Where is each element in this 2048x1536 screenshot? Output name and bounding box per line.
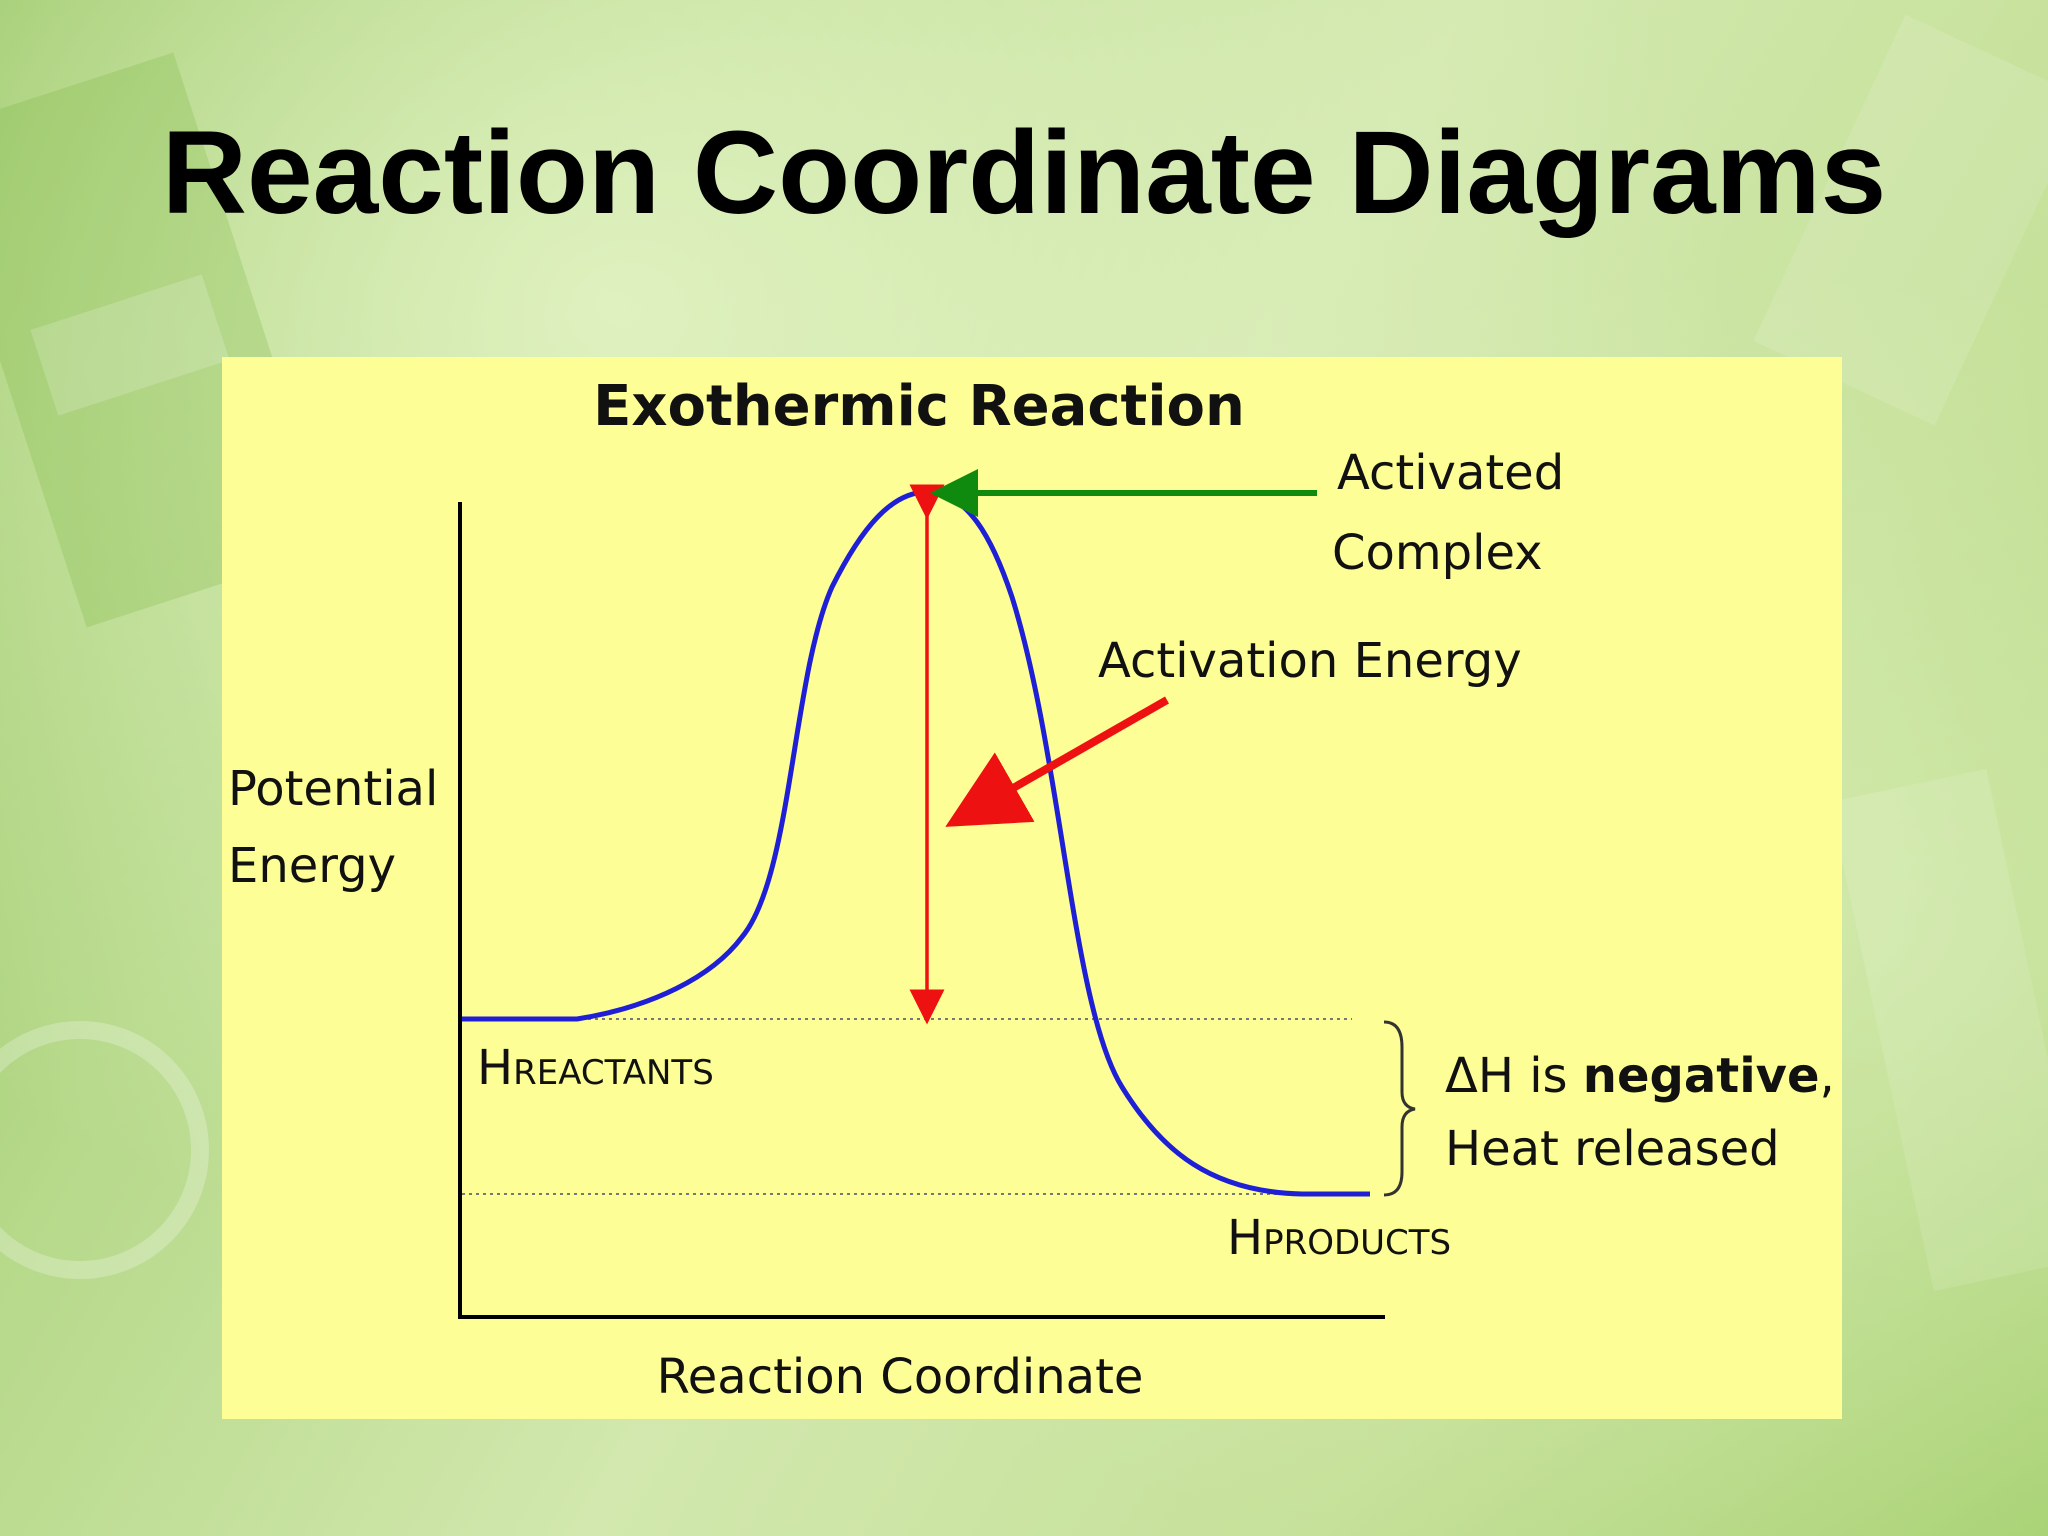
reaction-diagram: Exothermic Reaction Activated Complex Ac… bbox=[228, 374, 1835, 1405]
delta-h-brace bbox=[1383, 1020, 1416, 1197]
y-axis-label-line2: Energy bbox=[228, 838, 396, 894]
h-products-subscript: PRODUCTS bbox=[1263, 1223, 1451, 1263]
h-reactants-label: HREACTANTS bbox=[477, 1040, 714, 1096]
delta-h-negative: negative bbox=[1583, 1048, 1820, 1104]
y-axis-label-line1: Potential bbox=[228, 761, 438, 817]
h-reactants-main: H bbox=[477, 1040, 513, 1096]
h-products-main: H bbox=[1227, 1210, 1263, 1266]
x-axis-label: Reaction Coordinate bbox=[657, 1349, 1144, 1405]
delta-h-suffix: , bbox=[1820, 1048, 1835, 1104]
h-products-label: HPRODUCTS bbox=[1227, 1210, 1451, 1266]
activated-complex-label-line1: Activated bbox=[1337, 445, 1564, 501]
delta-h-line2: Heat released bbox=[1445, 1121, 1780, 1177]
diagram-title: Exothermic Reaction bbox=[593, 374, 1245, 439]
activated-complex-label-line2: Complex bbox=[1332, 525, 1543, 581]
delta-h-line1: ΔH is negative, bbox=[1445, 1048, 1835, 1104]
diagram-panel: Exothermic Reaction Activated Complex Ac… bbox=[222, 357, 1842, 1419]
h-reactants-subscript: REACTANTS bbox=[513, 1053, 714, 1093]
activation-energy-label: Activation Energy bbox=[1098, 633, 1522, 689]
delta-h-prefix: ΔH is bbox=[1445, 1048, 1583, 1104]
activation-energy-pointer bbox=[945, 696, 1169, 827]
slide-title: Reaction Coordinate Diagrams bbox=[161, 107, 1887, 239]
